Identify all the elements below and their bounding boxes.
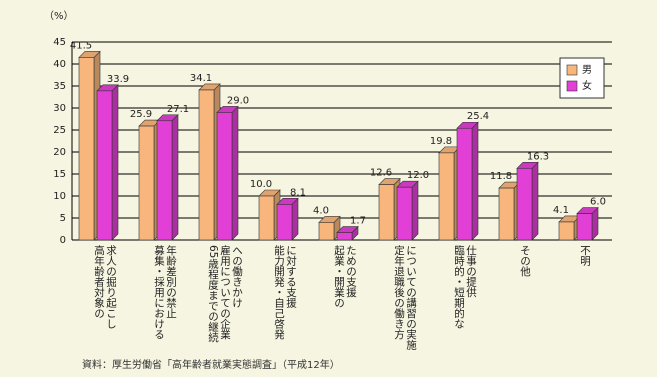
value-label: 4.1 [553, 205, 569, 216]
legend-swatch [566, 80, 578, 92]
bar [336, 232, 353, 241]
x-tick-label: 募集・採用における 年齢差別の禁止 [153, 245, 177, 340]
bar [276, 204, 293, 241]
bar-side [531, 161, 539, 241]
bar [498, 187, 515, 241]
y-tick-label: 40 [53, 59, 66, 70]
value-label: 19.8 [430, 136, 452, 147]
x-tick-label: 起業・開業の ための支援 [333, 245, 357, 308]
legend-swatch [566, 64, 578, 76]
value-label: 10.0 [250, 179, 272, 190]
bar [156, 120, 173, 241]
bar-side [231, 105, 239, 241]
y-tick-label: 15 [53, 169, 66, 180]
bar [456, 127, 473, 241]
y-tick-label: 35 [53, 81, 66, 92]
y-tick-label: 45 [53, 37, 66, 48]
x-tick-label: 臨時的・短期的な 仕事の提供 [453, 245, 477, 329]
value-label: 16.3 [527, 151, 549, 162]
x-tick-label: 定年退職後の働き方 についての講習の実施 [393, 245, 417, 350]
bar [198, 89, 215, 241]
bar-side [111, 84, 119, 241]
source-note: 資料：厚生労働省「高年齢者就業実態調査」（平成12年） [82, 360, 340, 371]
value-label: 4.0 [313, 205, 329, 216]
legend-box [559, 57, 605, 99]
bar [96, 90, 113, 241]
x-tick-label: その他 [519, 245, 531, 277]
x-tick-label: 能力開発・自己啓発 に対する支援 [273, 245, 297, 340]
value-label: 33.9 [107, 74, 129, 85]
y-tick-label: 10 [53, 191, 66, 202]
bar [78, 57, 95, 241]
value-label: 1.7 [350, 216, 366, 227]
bar [258, 195, 275, 241]
y-tick-label: 25 [53, 125, 66, 136]
bar-side [411, 180, 419, 241]
y-tick-label: 5 [60, 213, 66, 224]
value-label: 27.1 [167, 104, 189, 115]
value-label: 29.0 [227, 95, 249, 106]
value-label: 41.5 [70, 40, 92, 51]
bar [516, 167, 533, 241]
bar [396, 186, 413, 241]
legend-label: 男 [582, 64, 592, 76]
bar [438, 152, 455, 241]
value-label: 8.1 [290, 187, 306, 198]
y-tick-label: 0 [60, 235, 66, 246]
value-label: 25.4 [467, 111, 489, 122]
value-label: 12.6 [370, 168, 392, 179]
value-label: 6.0 [590, 197, 606, 208]
x-tick-label: 不明 [579, 245, 591, 266]
bar [378, 184, 395, 241]
bar [138, 125, 155, 241]
bar [576, 213, 593, 241]
bar-side [471, 121, 479, 241]
bar [558, 221, 575, 241]
y-unit-label: （%） [44, 10, 74, 22]
bar [318, 222, 335, 241]
y-tick-label: 30 [53, 103, 66, 114]
bar [216, 112, 233, 241]
value-label: 12.0 [407, 170, 429, 181]
legend-label: 女 [582, 79, 592, 92]
bar-side [291, 197, 299, 241]
bar-side [171, 114, 179, 241]
value-label: 11.8 [490, 171, 512, 182]
value-label: 34.1 [190, 73, 212, 84]
x-tick-label: 高年齢者対象の 求人の掘り起こし [93, 245, 117, 329]
x-tick-label: 65歳程度までの継続 雇用についての企業 への働きかけ [207, 245, 243, 343]
y-tick-label: 20 [53, 147, 66, 158]
value-label: 25.9 [130, 109, 152, 120]
